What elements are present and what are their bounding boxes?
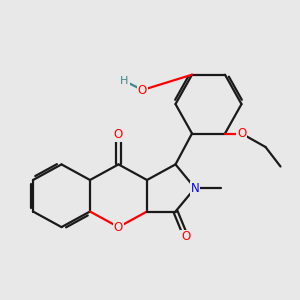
Text: H: H xyxy=(120,76,129,86)
Text: N: N xyxy=(190,182,200,195)
Text: O: O xyxy=(114,128,123,142)
Text: O: O xyxy=(182,230,190,244)
Text: O: O xyxy=(138,83,147,97)
Text: O: O xyxy=(114,220,123,234)
Text: O: O xyxy=(237,127,246,140)
